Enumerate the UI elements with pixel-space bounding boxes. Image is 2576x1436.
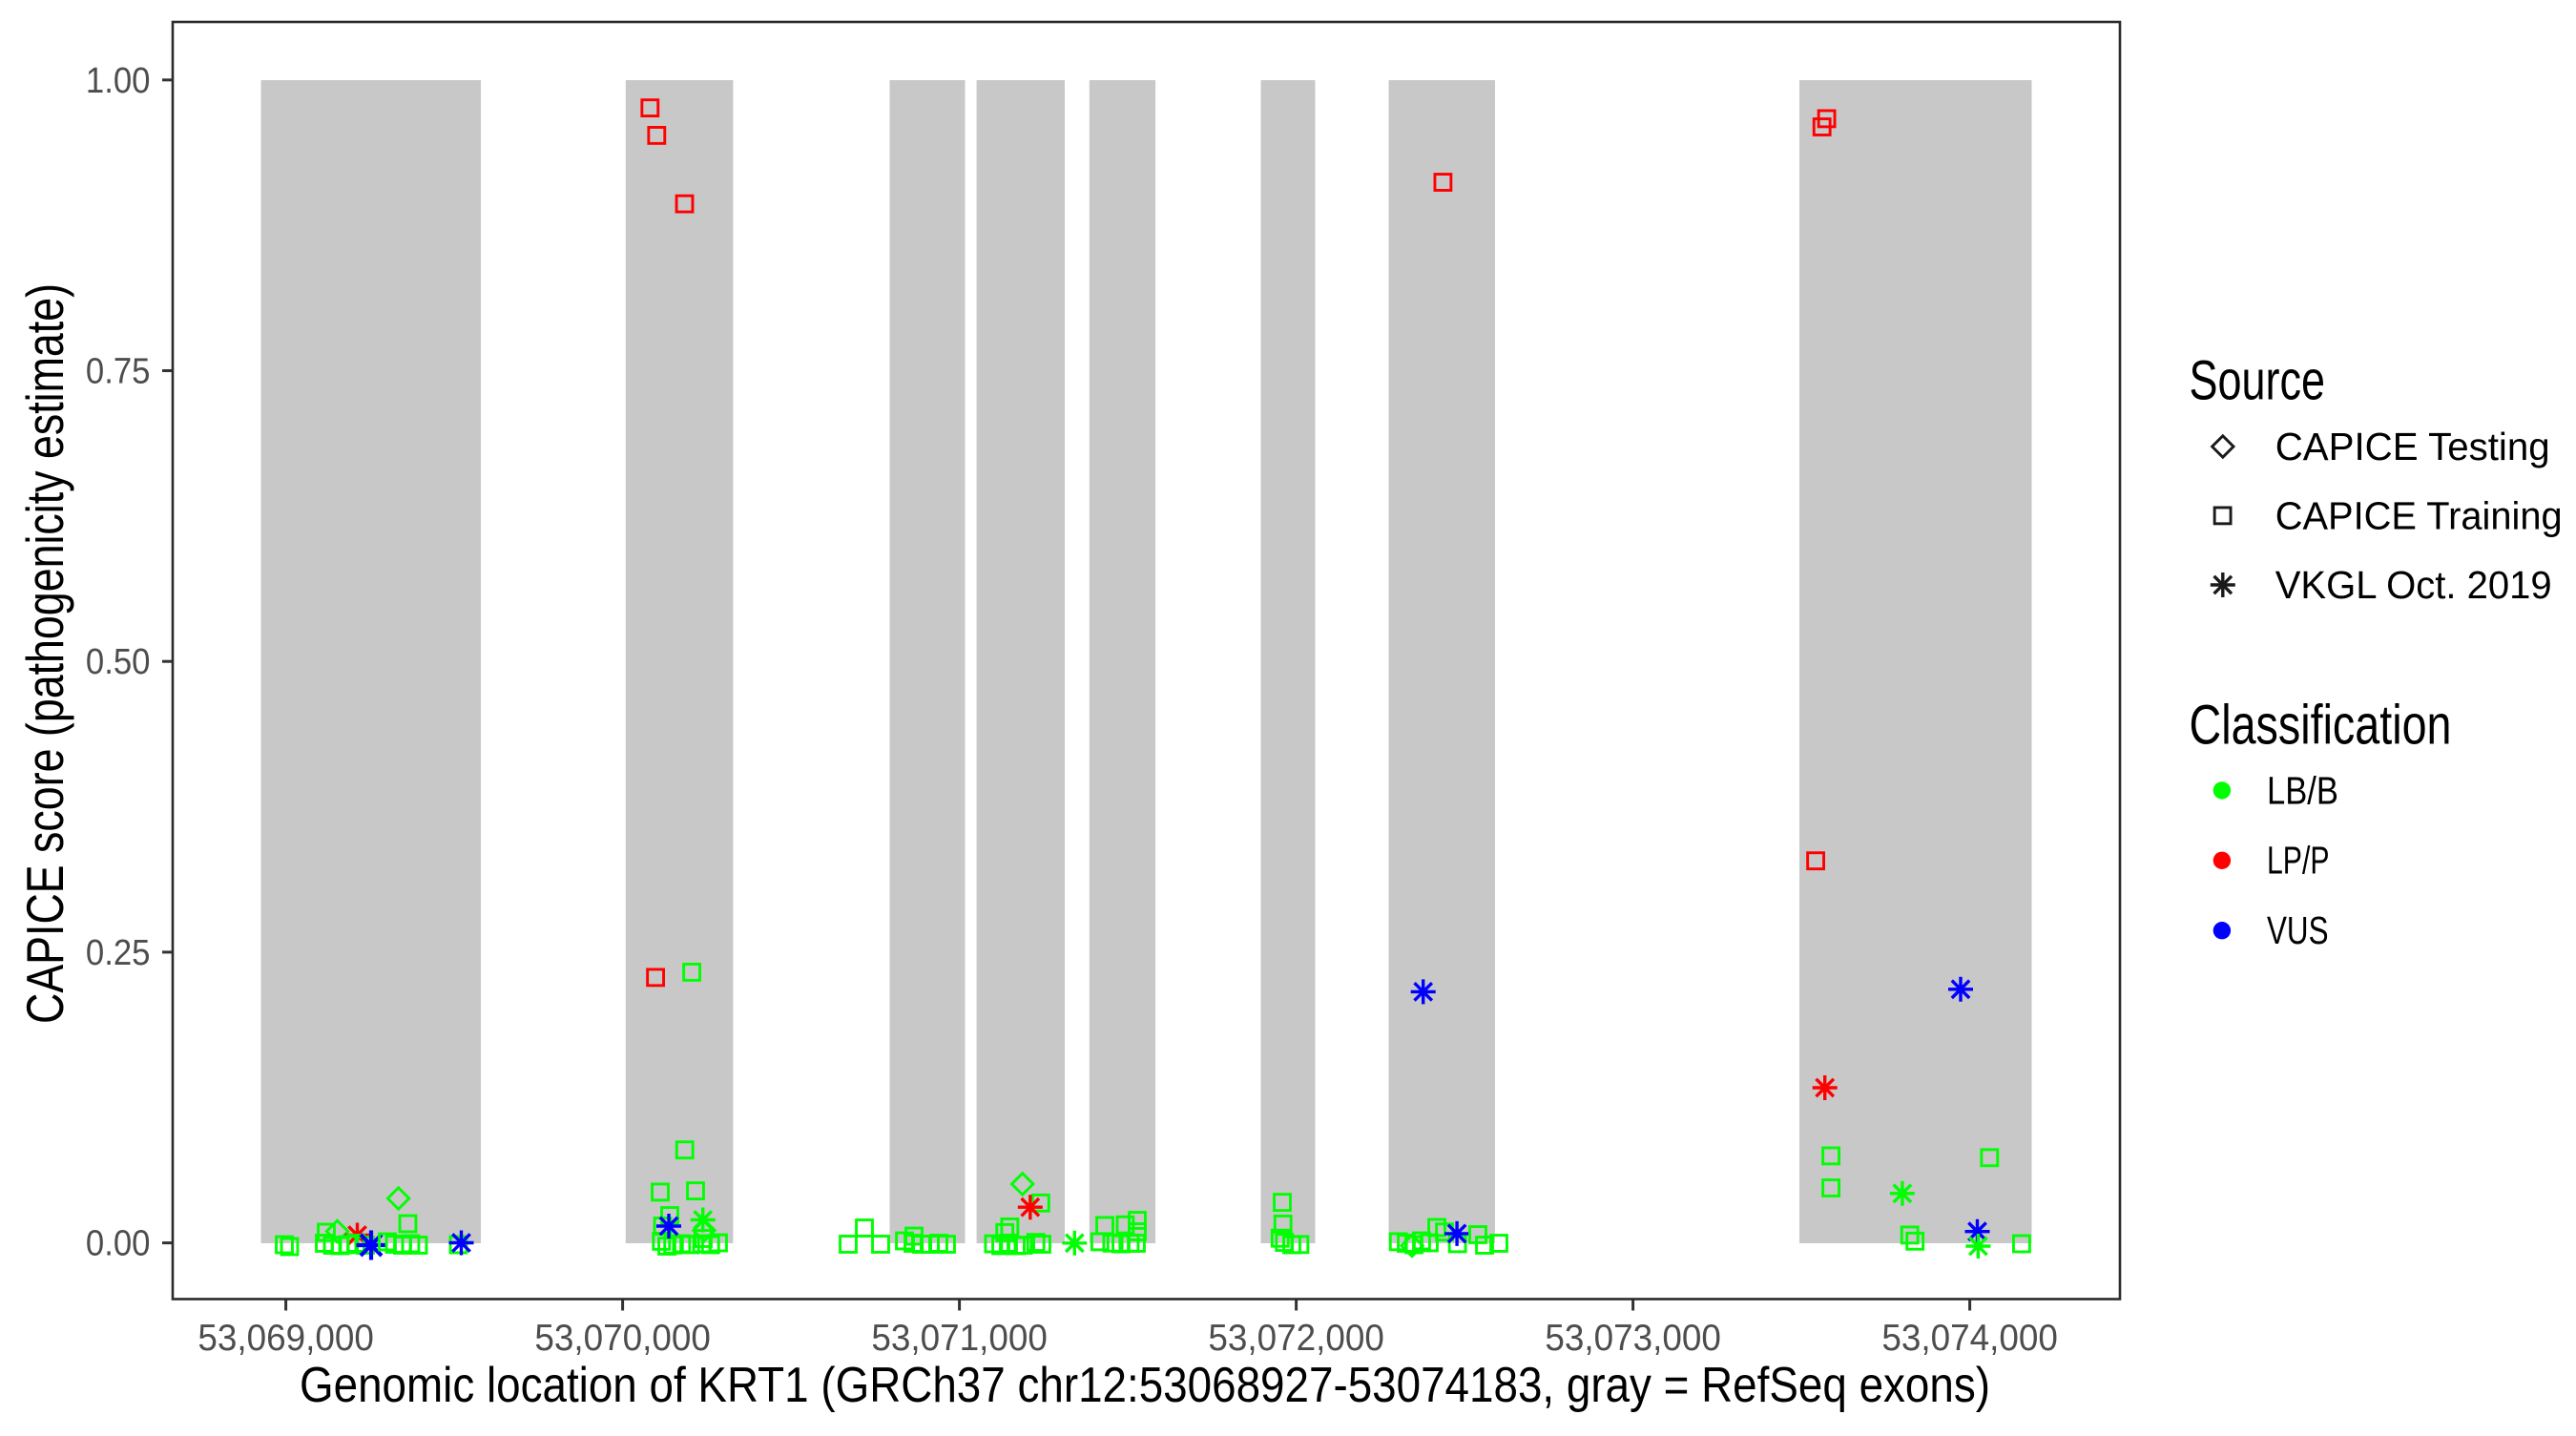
svg-text:0.50: 0.50: [86, 642, 151, 682]
svg-text:CAPICE Training: CAPICE Training: [2275, 493, 2563, 537]
svg-text:53,070,000: 53,070,000: [534, 1318, 711, 1359]
svg-text:VKGL Oct. 2019: VKGL Oct. 2019: [2275, 563, 2552, 607]
svg-text:53,069,000: 53,069,000: [197, 1318, 374, 1359]
svg-text:CAPICE Testing: CAPICE Testing: [2275, 425, 2550, 468]
svg-text:CAPICE score (pathogenicity es: CAPICE score (pathogenicity estimate): [15, 283, 74, 1024]
svg-text:Source: Source: [2190, 350, 2326, 412]
svg-text:53,072,000: 53,072,000: [1208, 1318, 1384, 1359]
svg-text:LB/B: LB/B: [2267, 768, 2338, 812]
svg-text:0.75: 0.75: [86, 352, 151, 392]
svg-text:0.25: 0.25: [86, 933, 151, 973]
svg-text:LP/P: LP/P: [2267, 839, 2330, 883]
svg-text:Genomic location of KRT1 (GRCh: Genomic location of KRT1 (GRCh37 chr12:5…: [300, 1358, 1990, 1413]
svg-text:Classification: Classification: [2190, 694, 2452, 756]
svg-text:1.00: 1.00: [86, 61, 151, 101]
svg-text:53,074,000: 53,074,000: [1881, 1318, 2058, 1359]
svg-text:53,071,000: 53,071,000: [871, 1318, 1048, 1359]
svg-text:VUS: VUS: [2267, 908, 2329, 952]
svg-text:0.00: 0.00: [86, 1224, 151, 1264]
svg-text:53,073,000: 53,073,000: [1545, 1318, 1721, 1359]
